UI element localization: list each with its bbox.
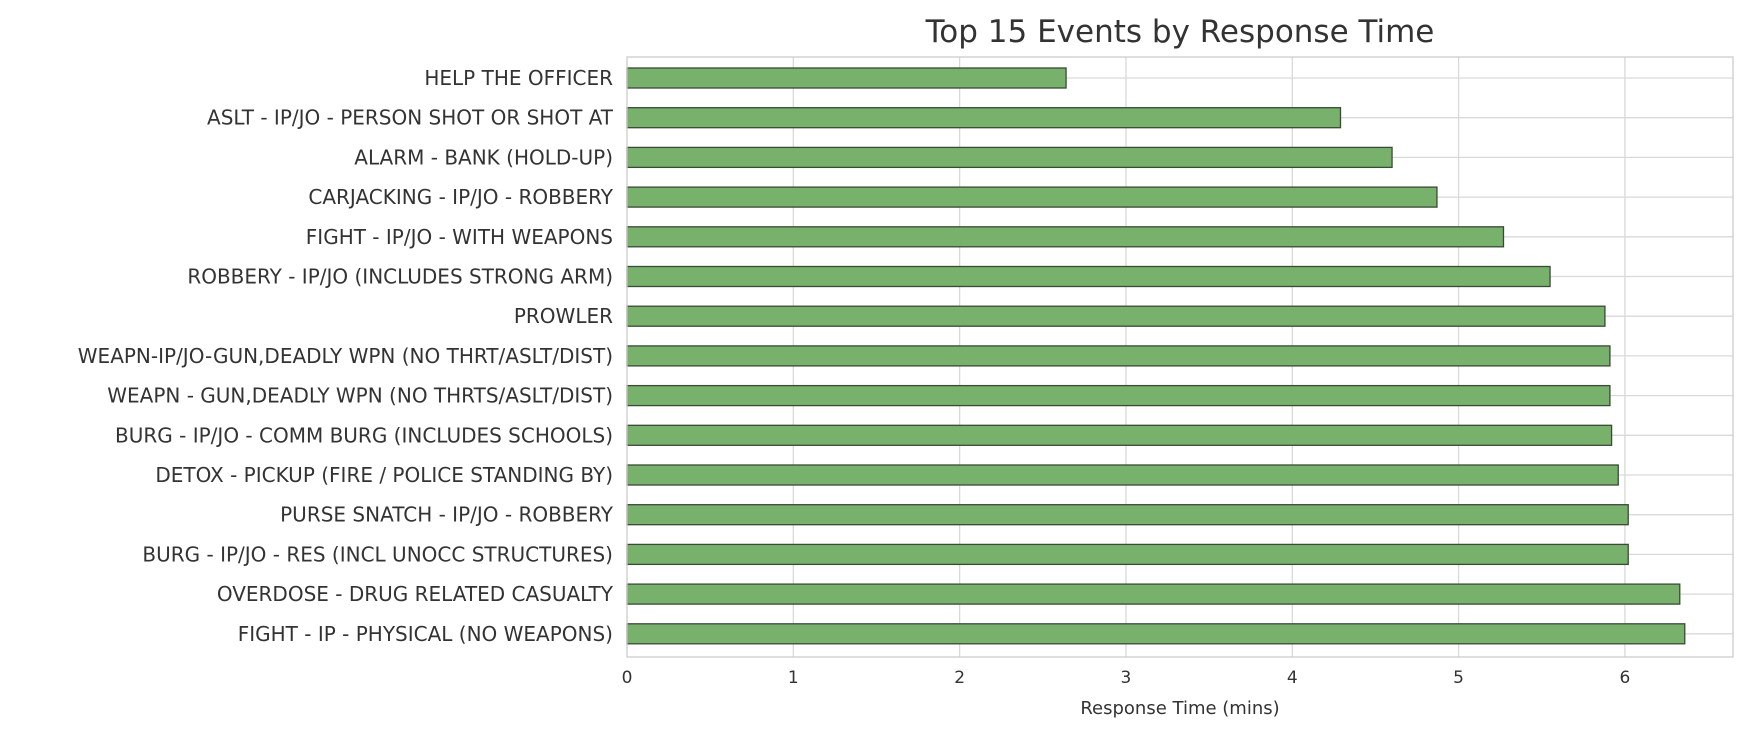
x-tick-label: 4	[1287, 668, 1298, 688]
bar	[626, 67, 1067, 89]
category-label: ASLT - IP/JO - PERSON SHOT OR SHOT AT	[207, 106, 614, 130]
category-label: WEAPN-IP/JO-GUN,DEADLY WPN (NO THRT/ASLT…	[78, 344, 613, 368]
category-label: DETOX - PICKUP (FIRE / POLICE STANDING B…	[155, 463, 613, 487]
category-label: PURSE SNATCH - IP/JO - ROBBERY	[280, 503, 614, 527]
x-tick-label: 1	[788, 668, 799, 688]
category-label: ROBBERY - IP/JO (INCLUDES STRONG ARM)	[187, 265, 613, 289]
chart-title: Top 15 Events by Response Time	[925, 14, 1435, 50]
bar	[626, 623, 1686, 645]
bar	[626, 424, 1613, 446]
bar	[626, 107, 1342, 129]
bar	[626, 504, 1629, 526]
bar	[626, 226, 1505, 248]
category-label: WEAPN - GUN,DEADLY WPN (NO THRTS/ASLT/DI…	[107, 384, 613, 408]
bar	[626, 583, 1681, 605]
x-axis-title: Response Time (mins)	[1080, 698, 1279, 719]
category-label: PROWLER	[514, 304, 613, 328]
bars	[626, 67, 1686, 645]
category-label: CARJACKING - IP/JO - ROBBERY	[308, 185, 613, 209]
bar	[626, 265, 1551, 288]
x-tick-label: 2	[954, 668, 965, 688]
bar	[626, 543, 1629, 566]
bar	[626, 146, 1393, 169]
category-label: ALARM - BANK (HOLD-UP)	[354, 145, 613, 169]
category-labels: HELP THE OFFICER ASLT - IP/JO - PERSON SH…	[78, 66, 614, 646]
plot-frame	[626, 56, 1734, 658]
category-label: BURG - IP/JO - COMM BURG (INCLUDES SCHOO…	[115, 423, 613, 447]
category-label: HELP THE OFFICER	[424, 66, 613, 90]
bar	[626, 464, 1619, 486]
x-tick-label: 5	[1453, 668, 1464, 688]
x-tick-label: 3	[1121, 668, 1132, 688]
x-tick-label: 6	[1619, 668, 1630, 688]
bar	[626, 345, 1611, 367]
category-label: OVERDOSE - DRUG RELATED CASUALTY	[217, 582, 614, 606]
bar	[626, 305, 1606, 327]
category-label: BURG - IP/JO - RES (INCL UNOCC STRUCTURE…	[142, 542, 613, 566]
bar	[626, 186, 1438, 208]
category-label: FIGHT - IP - PHYSICAL (NO WEAPONS)	[238, 622, 613, 646]
x-tick-labels: 0 1 2 3 4 5 6	[622, 668, 1631, 688]
category-label: FIGHT - IP/JO - WITH WEAPONS	[306, 225, 613, 249]
bar	[626, 384, 1611, 407]
x-tick-label: 0	[622, 668, 633, 688]
